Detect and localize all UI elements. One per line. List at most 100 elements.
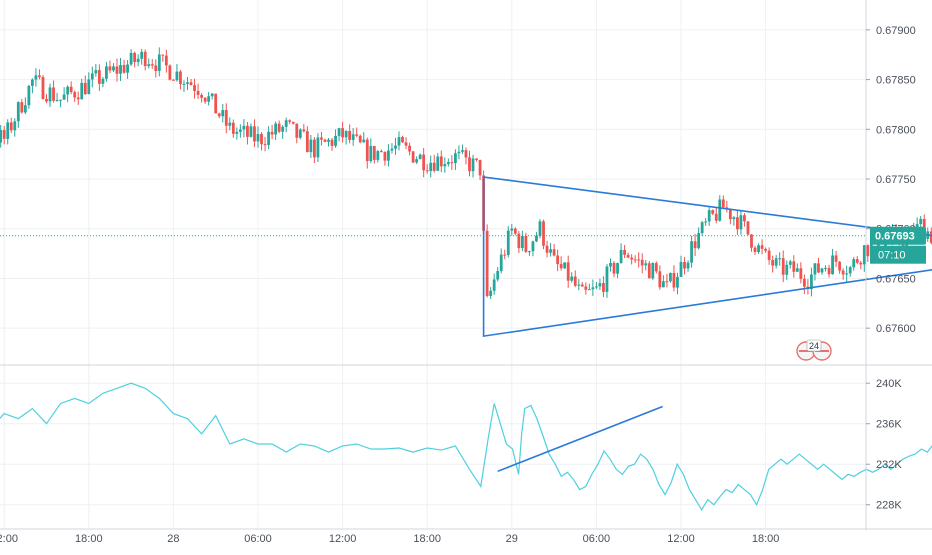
candle-body <box>503 254 507 256</box>
price-tick-label: 0.67650 <box>876 273 916 285</box>
candle-body <box>591 287 595 290</box>
candle-body <box>446 162 450 165</box>
candle-body <box>415 159 419 163</box>
candle-body <box>570 276 574 281</box>
indicator-series-line <box>0 382 932 511</box>
candle-body <box>140 51 144 59</box>
candle-body <box>520 235 524 249</box>
candle-body <box>157 54 161 71</box>
candle-body <box>228 122 232 126</box>
candle-body <box>771 260 775 266</box>
candle-body <box>439 156 443 167</box>
candle-body <box>249 126 253 137</box>
countdown-badge <box>870 245 926 264</box>
candle-body <box>182 83 186 85</box>
candle-body <box>175 71 179 81</box>
candle-body <box>616 263 619 274</box>
candle-body <box>542 221 545 246</box>
candle-body <box>334 135 337 146</box>
economic-events-badge[interactable]: 24 <box>796 339 832 361</box>
indicator-tick-label: 240K <box>876 378 902 390</box>
candle-body <box>221 110 225 117</box>
candle-body <box>788 261 792 265</box>
candle-body <box>161 54 165 56</box>
candle-body <box>108 66 112 71</box>
candle-body <box>690 241 693 263</box>
candle-body <box>457 151 461 154</box>
candle-body <box>41 77 45 99</box>
candle-body <box>320 137 323 140</box>
candle-body <box>728 208 732 220</box>
candle-body <box>602 283 605 292</box>
candle-body <box>732 217 736 220</box>
candle-body <box>827 267 831 275</box>
candle-body <box>700 222 704 234</box>
candle-body <box>605 266 609 292</box>
indicator-trend-line[interactable] <box>497 405 663 473</box>
last-price-label: 0.67693 <box>875 231 915 243</box>
candle-body <box>305 131 309 153</box>
candle-body <box>669 273 672 282</box>
candle-body <box>697 233 701 249</box>
candle-body <box>189 82 193 86</box>
candle-body <box>348 130 352 140</box>
candle-body <box>246 125 249 137</box>
candle-body <box>795 268 799 272</box>
candle-body <box>358 135 362 143</box>
candle-body <box>112 66 115 71</box>
candle-body <box>94 70 98 74</box>
candle-body <box>411 151 415 163</box>
candle-body <box>337 128 341 136</box>
candle-body <box>785 264 789 275</box>
candle-body <box>609 262 612 267</box>
candle-body <box>528 251 531 253</box>
candle-body <box>475 158 478 160</box>
candle-body <box>133 52 137 63</box>
time-tick-label: 18:00 <box>752 533 780 545</box>
candle-body <box>595 286 598 288</box>
candle-body <box>919 218 923 225</box>
time-tick-label: 12:00 <box>667 533 695 545</box>
candle-body <box>802 278 806 287</box>
candle-body <box>746 221 750 235</box>
candle-body <box>834 255 838 262</box>
candle-body <box>164 55 168 66</box>
candle-body <box>200 94 203 98</box>
triangle-pattern-drawing[interactable] <box>482 176 932 338</box>
candle-body <box>214 93 218 114</box>
candle-body <box>238 129 242 132</box>
candle-body <box>83 82 87 95</box>
candle-body <box>284 120 288 127</box>
candle-body <box>637 259 641 261</box>
candle-body <box>80 82 84 100</box>
candle-body <box>640 259 644 266</box>
candle-body <box>330 139 334 146</box>
candle-body <box>323 139 327 142</box>
candle-body <box>429 162 433 172</box>
time-tick-label: 28 <box>167 533 179 545</box>
candle-body <box>210 93 214 97</box>
candle-body <box>0 130 3 143</box>
candle-body <box>76 97 80 100</box>
candle-body <box>760 245 764 249</box>
candle-body <box>810 274 813 290</box>
candle-body <box>866 245 870 257</box>
time-tick-label: 29 <box>506 533 518 545</box>
candle-body <box>736 217 739 230</box>
candle-body <box>524 235 528 252</box>
candle-body <box>633 259 637 261</box>
candle-body <box>517 233 521 249</box>
candle-body <box>231 122 235 134</box>
time-tick-label: 12:00 <box>329 533 357 545</box>
price-tick-label: 0.67900 <box>876 25 916 37</box>
candle-body <box>242 125 246 130</box>
candle-body <box>119 64 122 74</box>
candle-body <box>743 215 746 222</box>
candle-body <box>383 151 387 161</box>
candle-body <box>147 64 151 67</box>
candle-body <box>288 120 292 122</box>
candle-body <box>277 123 281 132</box>
candle-body <box>739 215 743 230</box>
candle-body <box>295 123 299 138</box>
